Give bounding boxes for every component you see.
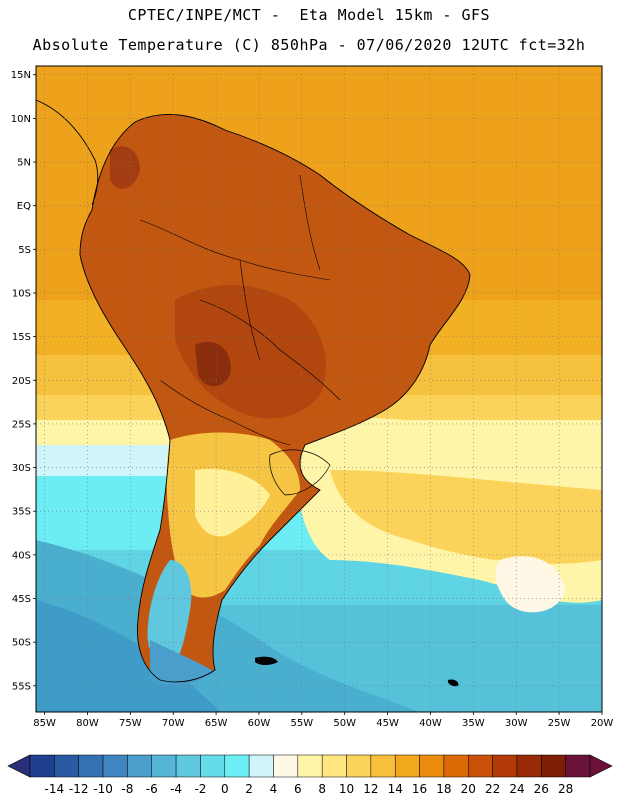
lon-label: 20W (591, 718, 614, 729)
lon-label: 35W (462, 718, 485, 729)
temperature-field (36, 66, 602, 712)
lon-label: 45W (376, 718, 399, 729)
colorbar-arrow-left (7, 754, 31, 778)
colorbar-swatch (468, 754, 493, 778)
colorbar-swatch (102, 754, 128, 778)
colorbar-label: 14 (388, 782, 403, 796)
colorbar-label: 26 (534, 782, 549, 796)
colorbar-label: 20 (461, 782, 476, 796)
patagonia-cold (147, 560, 192, 670)
colorbar-label: 8 (318, 782, 326, 796)
lon-label: 55W (291, 718, 314, 729)
colorbar-label: -4 (170, 782, 182, 796)
colorbar-label: 16 (412, 782, 427, 796)
lat-label: 25S (12, 419, 31, 430)
colorbar-swatch (394, 754, 420, 778)
lat-label: 55S (12, 681, 31, 692)
colorbar-label: 0 (221, 782, 229, 796)
coastline (79, 113, 471, 683)
lat-label: EQ (17, 201, 31, 212)
colorbar-label: -2 (194, 782, 206, 796)
colorbar-swatch (175, 754, 201, 778)
lat-label: 15S (12, 332, 31, 343)
south-georgia (447, 679, 459, 687)
colorbar-label: -8 (121, 782, 133, 796)
colorbar-swatch (127, 754, 152, 778)
colorbar-label: -14 (45, 782, 65, 796)
lat-label: 40S (12, 550, 31, 561)
axis-labels: 15N 10N 5N EQ 5S 10S 15S 20S 25S 30S 35S 40S 45S 50S 5… (11, 70, 614, 729)
warm-tongue-core (330, 470, 602, 564)
uruguay-border (269, 449, 331, 496)
colorbar-swatch (370, 754, 396, 778)
lon-label: 40W (419, 718, 442, 729)
colorbar-label: 2 (245, 782, 253, 796)
colorbar-swatch (224, 754, 250, 778)
colorbar-label: 12 (363, 782, 378, 796)
lon-label: 30W (505, 718, 528, 729)
colorbar-swatch (516, 754, 542, 778)
colorbar-label: -10 (93, 782, 113, 796)
central-america-coast (36, 99, 99, 206)
pampas-cool (195, 468, 270, 537)
colorbar-label: 24 (509, 782, 524, 796)
colorbar-label: 4 (270, 782, 278, 796)
colorbar-swatch (273, 754, 299, 778)
colorbar-swatch (321, 754, 347, 778)
lat-label: 10S (12, 288, 31, 299)
colorbar-swatch (151, 754, 177, 778)
colorbar-swatch (443, 754, 469, 778)
colorbar-swatch (200, 754, 226, 778)
colorbar-swatch (419, 754, 445, 778)
lon-label: 50W (333, 718, 356, 729)
colorbar-label: 28 (558, 782, 573, 796)
colorbar-swatch (541, 754, 566, 778)
hot-spot-chaco (195, 341, 231, 387)
colorbar-swatch (346, 754, 372, 778)
colorbar-swatch (248, 754, 274, 778)
colorbar-label: 10 (339, 782, 354, 796)
colorbar-arrow-right (589, 754, 613, 778)
colorbar-label: 6 (294, 782, 302, 796)
lat-label: 50S (12, 638, 31, 649)
colorbar-label: -6 (146, 782, 158, 796)
tierra-del-fuego-cold (150, 640, 215, 686)
map-title: CPTEC/INPE/MCT - Eta Model 15km - GFS (127, 6, 491, 24)
lat-label: 45S (12, 594, 31, 605)
lon-label: 75W (119, 718, 142, 729)
colorbar-swatch (54, 754, 79, 778)
lon-label: 70W (162, 718, 185, 729)
map-frame (35, 65, 603, 713)
lat-label: 15N (11, 70, 31, 81)
lon-label: 80W (76, 718, 99, 729)
colorbar-swatch (297, 754, 323, 778)
map-subtitle: Absolute Temperature (C) 850hPa - 07/06/… (32, 36, 586, 54)
lat-label: 30S (12, 463, 31, 474)
lat-label: 20S (12, 376, 31, 387)
colorbar-label: 22 (485, 782, 500, 796)
lon-label: 25W (548, 718, 571, 729)
colorbar: -14 -12 -10 -8 -6 -4 -2 0 2 4 6 8 10 12 14 16 18 20 22 24 26… (7, 754, 613, 796)
colorbar-label: 18 (436, 782, 451, 796)
lon-label: 65W (205, 718, 228, 729)
lon-label: 60W (248, 718, 271, 729)
hot-spot-north (110, 146, 140, 189)
lat-label: 5S (18, 245, 31, 256)
lat-label: 5N (17, 158, 31, 169)
lat-label: 35S (12, 507, 31, 518)
colorbar-swatch (78, 754, 104, 778)
falklands-islands (255, 656, 278, 665)
colorbar-swatch (492, 754, 518, 778)
lon-label: 85W (33, 718, 56, 729)
colorbar-swatch (565, 754, 591, 778)
colorbar-label: -12 (69, 782, 89, 796)
lat-label: 10N (11, 114, 31, 125)
colorbar-swatch (29, 754, 55, 778)
country-borders (139, 174, 341, 446)
